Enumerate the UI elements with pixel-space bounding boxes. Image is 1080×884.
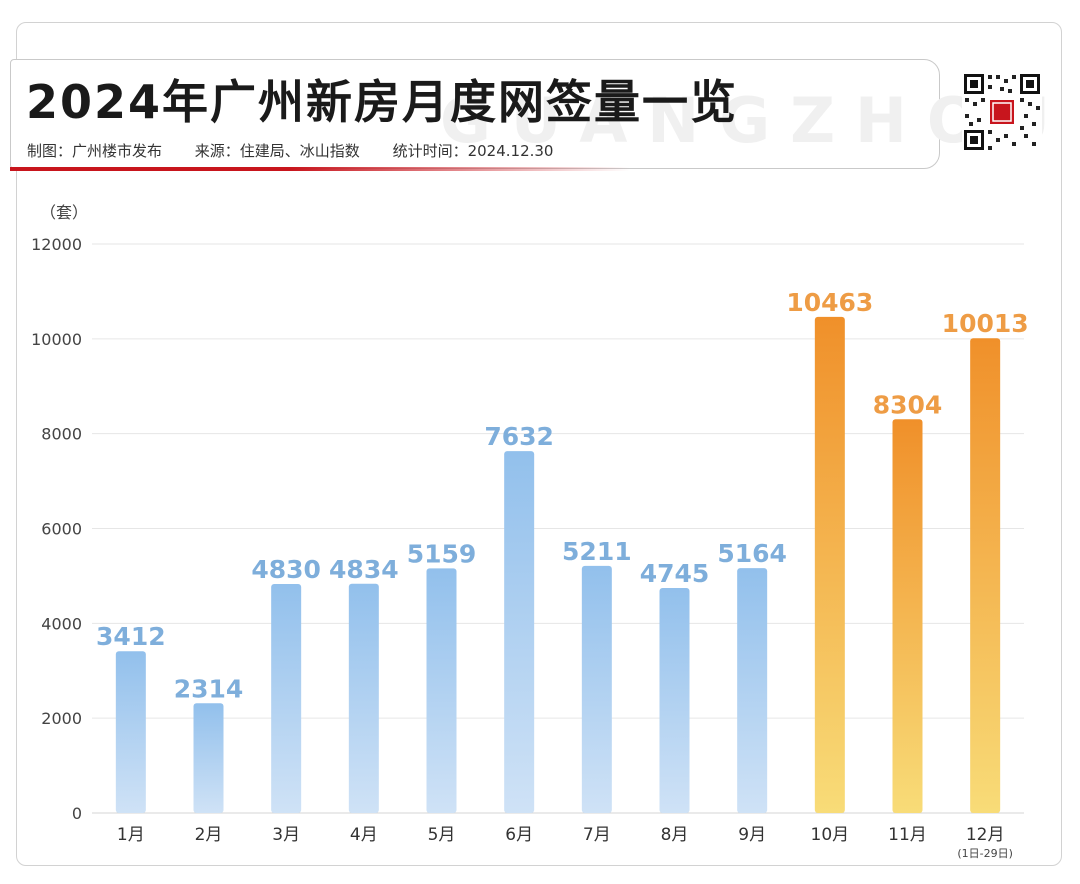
data-label: 2314 [174, 674, 244, 703]
data-label: 5159 [407, 539, 477, 568]
x-tick-label: 4月 [350, 825, 378, 845]
title-watermark: GUANGZHOU [440, 84, 1070, 157]
y-tick-label: 2000 [41, 709, 82, 728]
accent-red-line [10, 167, 630, 171]
meta-line: 制图：广州楼市发布 来源：住建局、冰山指数 统计时间：2024.12.30 [27, 140, 581, 161]
bar [659, 588, 690, 813]
page-title: 2024年广州新房月度网签量一览 [26, 75, 739, 129]
qr-code-icon [962, 72, 1042, 152]
bar [271, 583, 302, 813]
bar [581, 565, 612, 813]
data-label: 3412 [96, 622, 166, 651]
x-tick-label: 10月 [811, 825, 850, 845]
header-panel [10, 59, 940, 169]
y-tick-label: 12000 [31, 235, 82, 254]
x-tick-label: 9月 [738, 825, 766, 845]
bar [426, 568, 457, 813]
source-text: 来源：住建局、冰山指数 [194, 142, 360, 160]
credit-text: 制图：广州楼市发布 [27, 142, 163, 160]
x-tick-label: 12月 [966, 825, 1005, 845]
y-tick-label: 8000 [41, 425, 82, 444]
stat-time-text: 统计时间：2024.12.30 [392, 142, 554, 160]
data-label: 5211 [562, 537, 632, 566]
y-tick-label: 4000 [41, 614, 82, 633]
x-tick-note: (1日-29日) [957, 847, 1013, 860]
bar [193, 703, 224, 813]
x-tick-label: 3月 [272, 825, 300, 845]
bar [737, 568, 768, 813]
data-label: 7632 [484, 422, 554, 451]
data-label: 5164 [717, 539, 787, 568]
bar [892, 419, 923, 813]
bar [970, 338, 1001, 813]
bar [814, 316, 845, 813]
data-label: 10463 [786, 288, 873, 317]
y-tick-label: 10000 [31, 330, 82, 349]
x-tick-label: 1月 [117, 825, 145, 845]
x-tick-label: 7月 [583, 825, 611, 845]
bar [115, 651, 146, 813]
bar [348, 583, 379, 813]
data-label: 4830 [251, 555, 321, 584]
data-label: 8304 [873, 390, 943, 419]
x-tick-label: 8月 [661, 825, 689, 845]
x-tick-label: 6月 [505, 825, 533, 845]
y-tick-label: 0 [72, 804, 82, 823]
data-label: 10013 [942, 309, 1029, 338]
bar [504, 451, 535, 813]
y-axis-unit: （套） [40, 203, 88, 222]
data-label: 4834 [329, 555, 399, 584]
y-tick-label: 6000 [41, 520, 82, 539]
x-tick-label: 5月 [428, 825, 456, 845]
x-tick-label: 2月 [195, 825, 223, 845]
x-tick-label: 11月 [888, 825, 927, 845]
data-label: 4745 [640, 559, 710, 588]
